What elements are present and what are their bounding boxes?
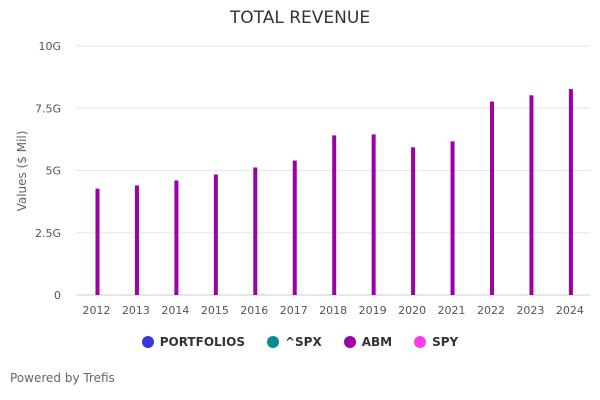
x-tick-label: 2022 (477, 304, 505, 317)
legend-dot-icon (343, 336, 356, 348)
x-tick-label: 2021 (438, 304, 466, 317)
y-tick-label: 5G (45, 165, 61, 178)
legend-label: ABM (361, 335, 393, 349)
bar-abm-2022 (490, 101, 494, 295)
y-tick-label: 10G (38, 40, 61, 53)
bar-abm-2023 (529, 95, 534, 295)
legend-item[interactable]: SPY (414, 335, 458, 349)
x-tick-label: 2023 (516, 304, 544, 317)
legend-dot-icon (266, 336, 279, 348)
bar-abm-2017 (292, 160, 297, 295)
bar-abm-2015 (213, 174, 218, 295)
x-tick-label: 2020 (398, 304, 426, 317)
x-tick-label: 2024 (556, 304, 584, 317)
x-tick-label: 2019 (359, 304, 387, 317)
bar-abm-2019 (371, 134, 376, 295)
powered-by-text[interactable]: Powered by Trefis (10, 371, 115, 385)
x-tick-label: 2015 (201, 304, 229, 317)
bar-abm-2012 (95, 188, 100, 295)
legend-label: PORTFOLIOS (159, 335, 245, 349)
legend-dot-icon (414, 336, 427, 348)
bar-abm-2018 (332, 135, 337, 295)
x-tick-label: 2017 (280, 304, 308, 317)
y-tick-label: 2.5G (35, 227, 61, 240)
x-tick-label: 2014 (161, 304, 189, 317)
bar-abm-2013 (134, 185, 139, 295)
y-axis-label: Values ($ Mil) (15, 131, 29, 212)
legend-item[interactable]: ABM (343, 335, 393, 349)
legend-item[interactable]: PORTFOLIOS (141, 335, 245, 349)
bar-abm-2021 (450, 141, 455, 295)
bar-abm-2020 (411, 147, 416, 295)
y-tick-label: 7.5G (35, 102, 61, 115)
legend-label: ^SPX (284, 335, 322, 349)
legend-label: SPY (432, 335, 459, 349)
legend: PORTFOLIOS ^SPX ABM SPY (0, 335, 600, 349)
x-tick-label: 2012 (83, 304, 111, 317)
bar-abm-2016 (253, 167, 258, 295)
legend-dot-icon (141, 336, 154, 348)
bar-abm-2024 (568, 89, 573, 296)
bar-abm-2014 (174, 180, 179, 295)
chart-title: TOTAL REVENUE (229, 8, 371, 28)
x-tick-label: 2018 (319, 304, 347, 317)
x-tick-label: 2013 (122, 304, 150, 317)
legend-item[interactable]: ^SPX (266, 335, 322, 349)
y-tick-label: 0 (54, 289, 61, 302)
x-tick-label: 2016 (240, 304, 268, 317)
